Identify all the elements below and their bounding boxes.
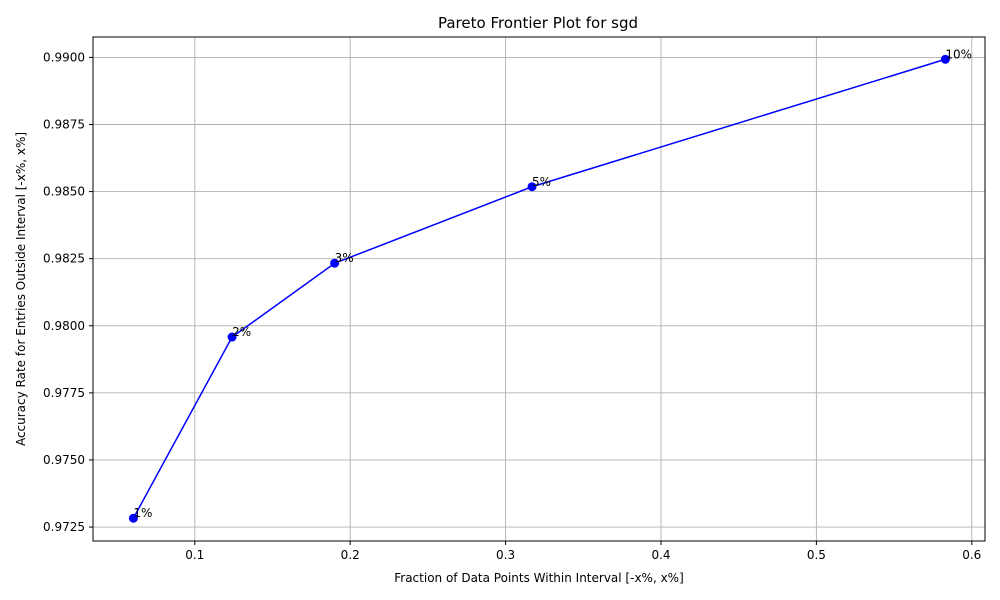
- data-point: [227, 332, 237, 342]
- x-tick-label: 0.2: [341, 548, 360, 562]
- data-points: [128, 54, 950, 523]
- data-label: 1%: [133, 506, 152, 520]
- x-tick-label: 0.4: [651, 548, 670, 562]
- y-tick-label: 0.9775: [43, 386, 85, 400]
- grid: [93, 37, 985, 541]
- x-tick-label: 0.6: [962, 548, 981, 562]
- y-tick-label: 0.9875: [43, 117, 85, 131]
- x-tick-label: 0.5: [807, 548, 826, 562]
- y-axis-ticks: 0.9725 0.9750 0.9775 0.9800 0.9825 0.9850 0.98…: [43, 50, 93, 534]
- data-point: [330, 258, 340, 268]
- y-tick-label: 0.9725: [43, 520, 85, 534]
- plot-frame: [92, 36, 986, 542]
- data-labels: 1% 2% 3% 5% 10%: [133, 47, 972, 520]
- x-axis-ticks: 0.1 0.2 0.3 0.4 0.5 0.6: [185, 541, 981, 562]
- data-label: 10%: [945, 47, 972, 61]
- y-tick-label: 0.9750: [43, 453, 85, 467]
- x-tick-label: 0.1: [185, 548, 204, 562]
- y-tick-label: 0.9825: [43, 252, 85, 266]
- data-label: 5%: [532, 175, 551, 189]
- y-tick-label: 0.9850: [43, 185, 85, 199]
- data-label: 2%: [232, 325, 251, 339]
- y-tick-label: 0.9900: [43, 50, 85, 64]
- y-axis-label: Accuracy Rate for Entries Outside Interv…: [14, 132, 28, 446]
- y-tick-label: 0.9800: [43, 319, 85, 333]
- x-tick-label: 0.3: [496, 548, 515, 562]
- series-line: [132, 58, 946, 519]
- data-point: [940, 54, 950, 64]
- x-axis-label: Fraction of Data Points Within Interval …: [394, 571, 684, 585]
- data-point: [527, 182, 537, 192]
- chart-title: Pareto Frontier Plot for sgd: [438, 14, 638, 32]
- data-point: [128, 513, 138, 523]
- data-label: 3%: [335, 251, 354, 265]
